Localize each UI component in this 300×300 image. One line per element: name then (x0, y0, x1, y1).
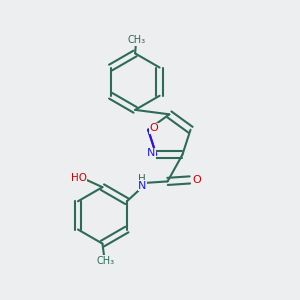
Text: N: N (147, 148, 155, 158)
Text: O: O (192, 175, 201, 185)
Text: N: N (138, 181, 146, 191)
Text: HO: HO (71, 173, 87, 183)
Text: O: O (150, 123, 158, 133)
Text: CH₃: CH₃ (96, 256, 115, 266)
Text: CH₃: CH₃ (128, 35, 146, 45)
Text: H: H (138, 174, 146, 184)
